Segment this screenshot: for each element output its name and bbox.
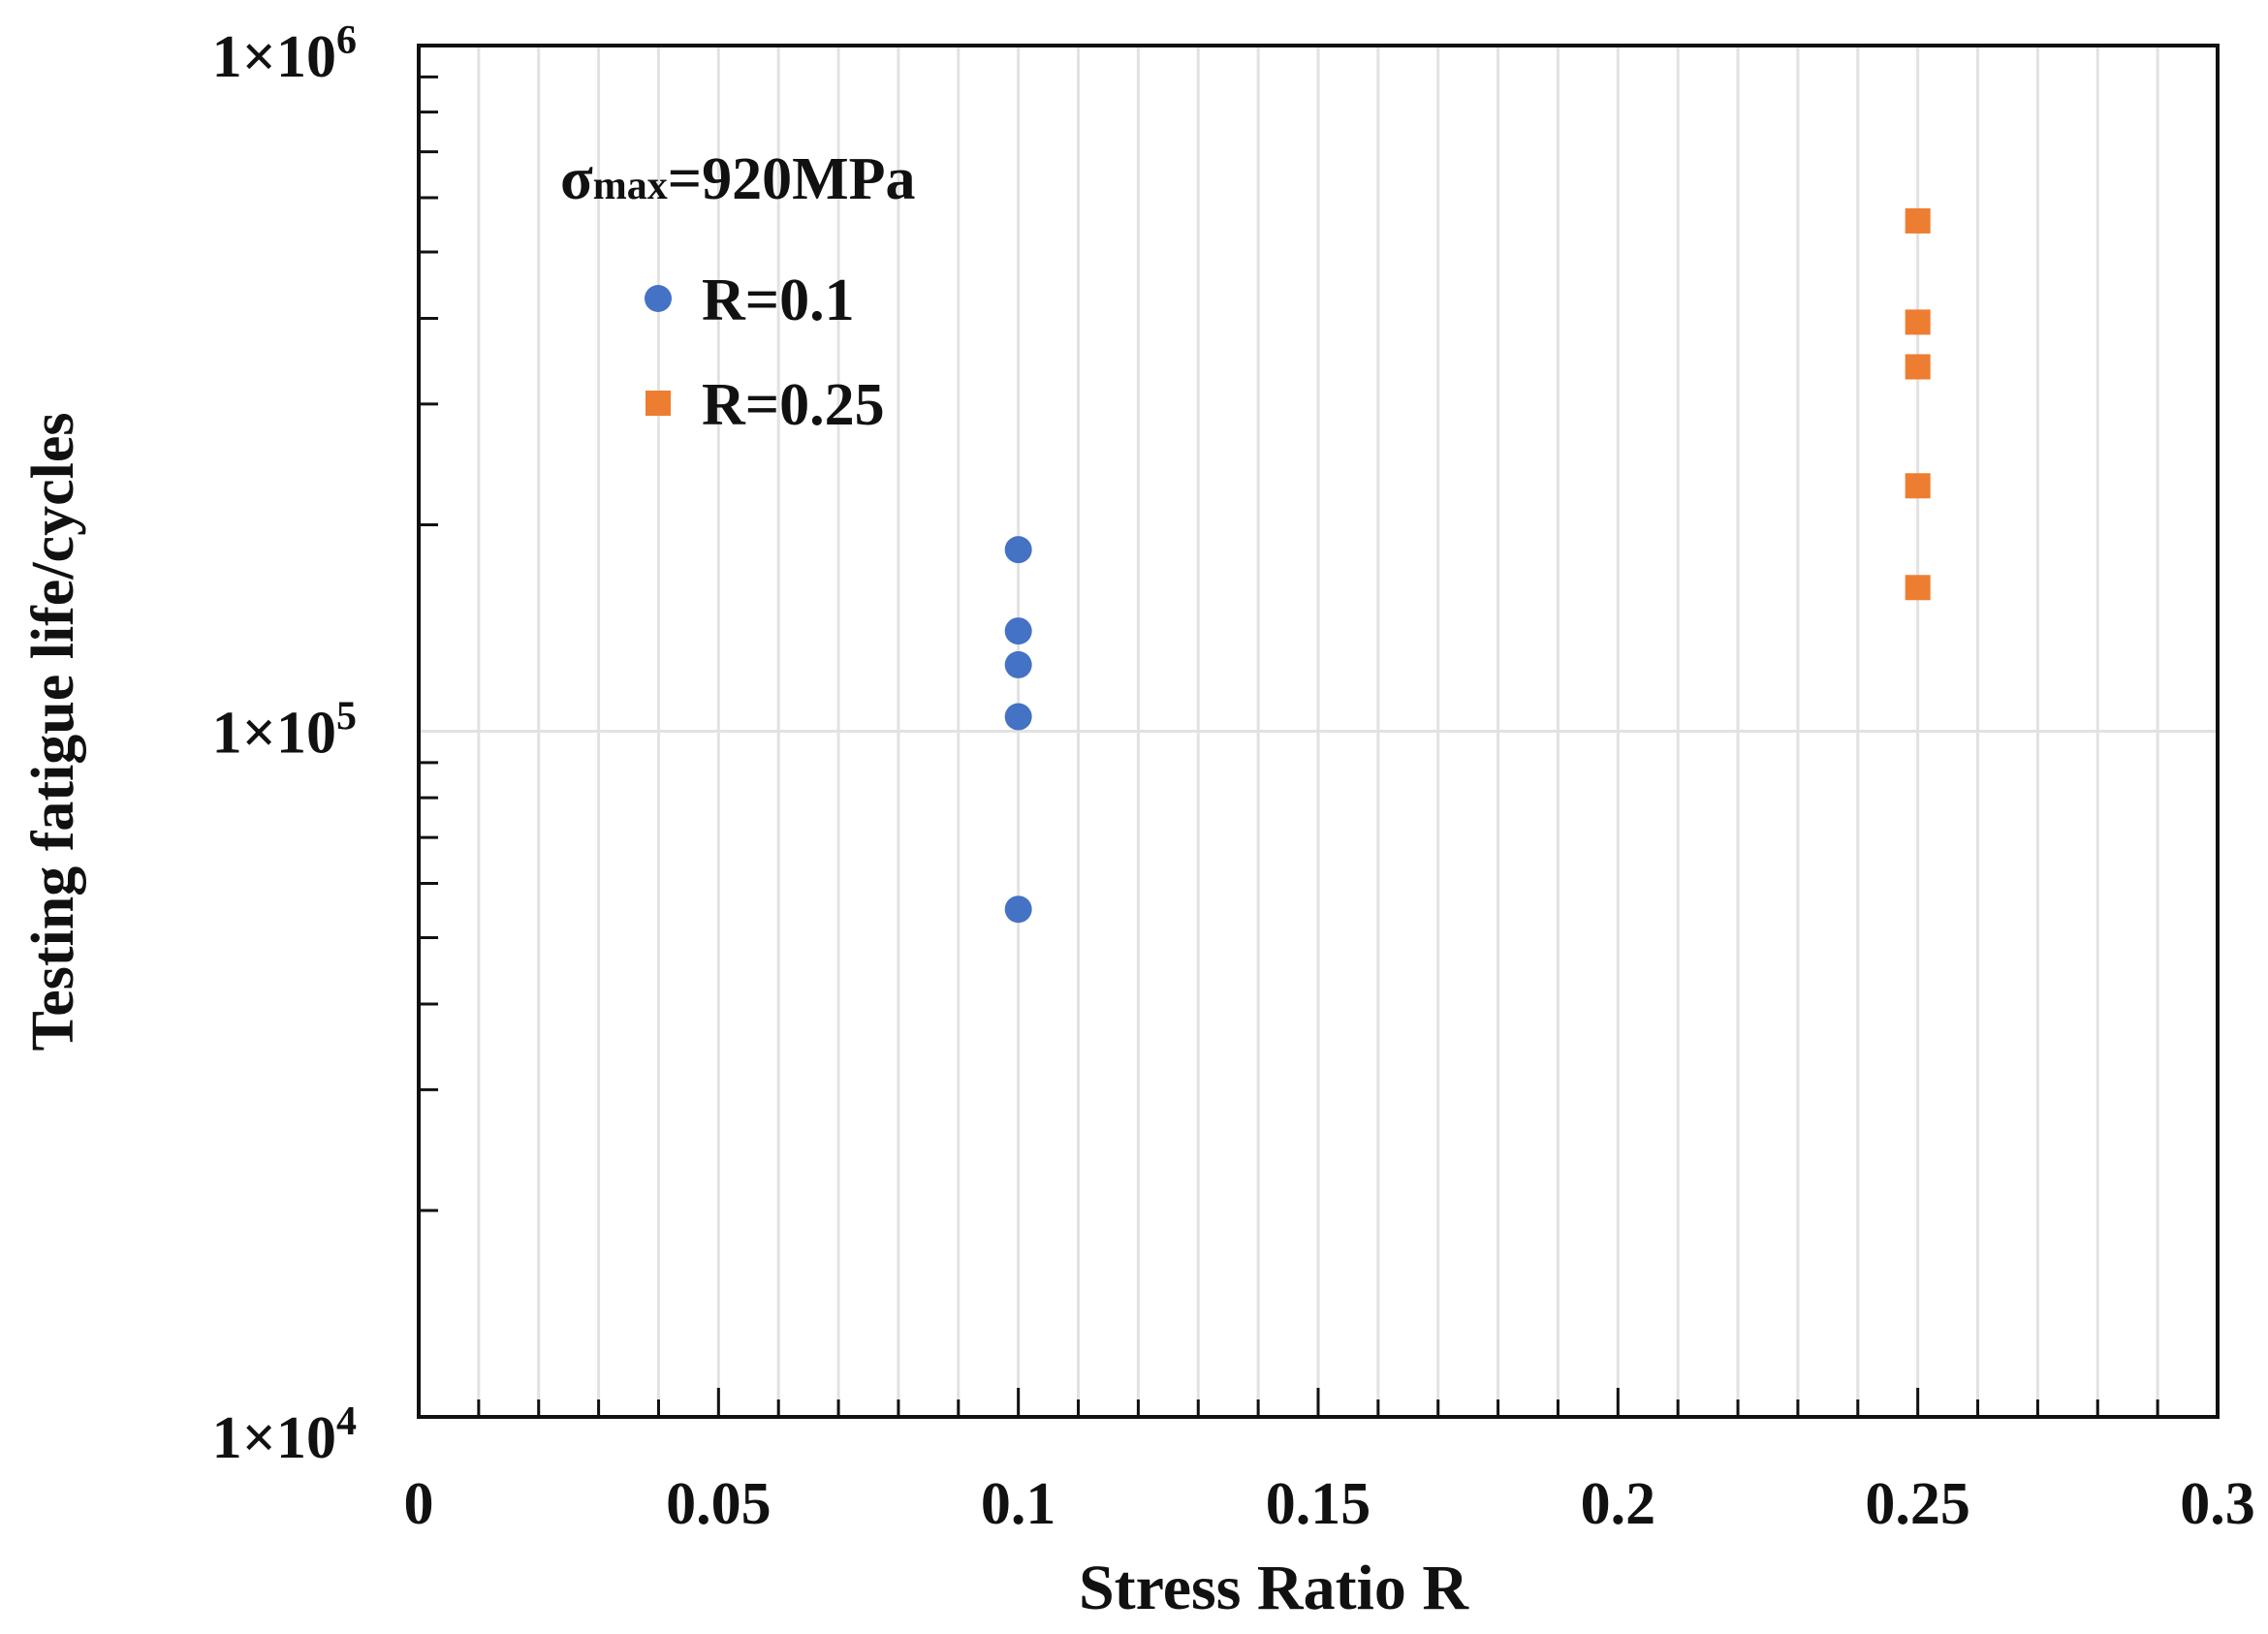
data-point-r-0-1 — [1004, 896, 1032, 924]
data-point-r-0-25 — [1905, 207, 1931, 234]
data-point-r-0-25 — [1905, 309, 1931, 335]
legend-title-subscript: max — [593, 164, 668, 208]
legend-label-r-0-1: R=0.1 — [702, 267, 855, 333]
grid — [419, 46, 2218, 1417]
legend: σmax=920MPa R=0.1 R=0.25 — [560, 146, 915, 438]
data-point-r-0-25 — [1905, 575, 1931, 601]
data-points — [1004, 207, 1931, 924]
x-tick-label: 0.1 — [981, 1471, 1056, 1537]
x-tick-label: 0.3 — [2180, 1471, 2255, 1537]
x-tick-label: 0.05 — [666, 1471, 772, 1537]
data-point-r-0-1 — [1004, 703, 1032, 731]
data-point-r-0-25 — [1905, 354, 1931, 380]
data-point-r-0-1 — [1004, 650, 1032, 678]
legend-title-symbol: σ — [560, 146, 593, 212]
data-point-r-0-1 — [1004, 617, 1032, 645]
x-tick-label: 0.2 — [1581, 1471, 1656, 1537]
legend-marker-square — [646, 391, 671, 416]
tick-labels: 0 0.05 0.1 0.15 0.2 0.25 0.3 1×104 1×105 1×106 — [212, 18, 2255, 1537]
data-point-r-0-25 — [1905, 473, 1931, 499]
y-tick-label: 1×104 — [212, 1399, 357, 1471]
legend-label-r-0-25: R=0.25 — [702, 372, 885, 438]
x-axis-title: Stress Ratio R — [1079, 1553, 1469, 1623]
y-tick-label: 1×106 — [212, 18, 357, 90]
x-tick-label: 0 — [404, 1471, 434, 1537]
y-tick-label: 1×105 — [212, 695, 357, 767]
legend-title-value: =920MPa — [668, 146, 916, 212]
x-tick-label: 0.25 — [1865, 1471, 1970, 1537]
legend-title: σmax=920MPa — [560, 146, 915, 212]
data-point-r-0-1 — [1004, 536, 1032, 564]
y-axis-title: Testing fatigue life/cycles — [20, 413, 86, 1052]
x-tick-label: 0.15 — [1266, 1471, 1371, 1537]
ticks — [419, 75, 2159, 1417]
legend-marker-circle — [645, 285, 672, 312]
